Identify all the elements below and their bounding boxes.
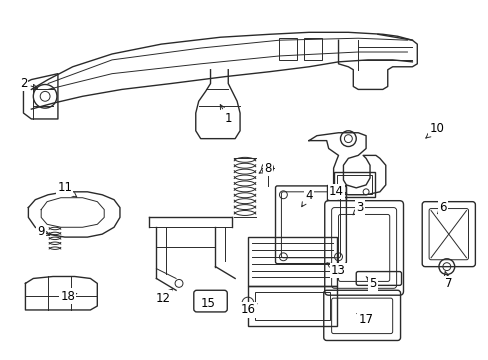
Text: 6: 6 — [437, 201, 446, 214]
Text: 14: 14 — [327, 185, 344, 199]
Text: 8: 8 — [259, 162, 271, 175]
Bar — [254, 292, 329, 320]
Text: 15: 15 — [201, 297, 216, 310]
Text: 16: 16 — [240, 303, 257, 316]
Bar — [279, 38, 297, 60]
Text: 5: 5 — [366, 276, 376, 290]
Text: 9: 9 — [38, 225, 49, 238]
Bar — [247, 237, 336, 286]
Text: 7: 7 — [444, 271, 451, 290]
Bar — [247, 286, 336, 326]
Text: 10: 10 — [425, 122, 444, 138]
Text: 3: 3 — [352, 201, 363, 215]
Text: 1: 1 — [220, 105, 231, 125]
Bar — [304, 38, 321, 60]
Text: 4: 4 — [301, 189, 312, 207]
Text: 17: 17 — [356, 313, 373, 326]
Text: 13: 13 — [326, 263, 345, 277]
Text: 11: 11 — [57, 181, 77, 197]
Bar — [333, 172, 374, 197]
Text: 12: 12 — [156, 288, 173, 305]
Text: 18: 18 — [60, 290, 77, 303]
Text: 2: 2 — [20, 77, 38, 90]
Bar — [336, 175, 371, 194]
